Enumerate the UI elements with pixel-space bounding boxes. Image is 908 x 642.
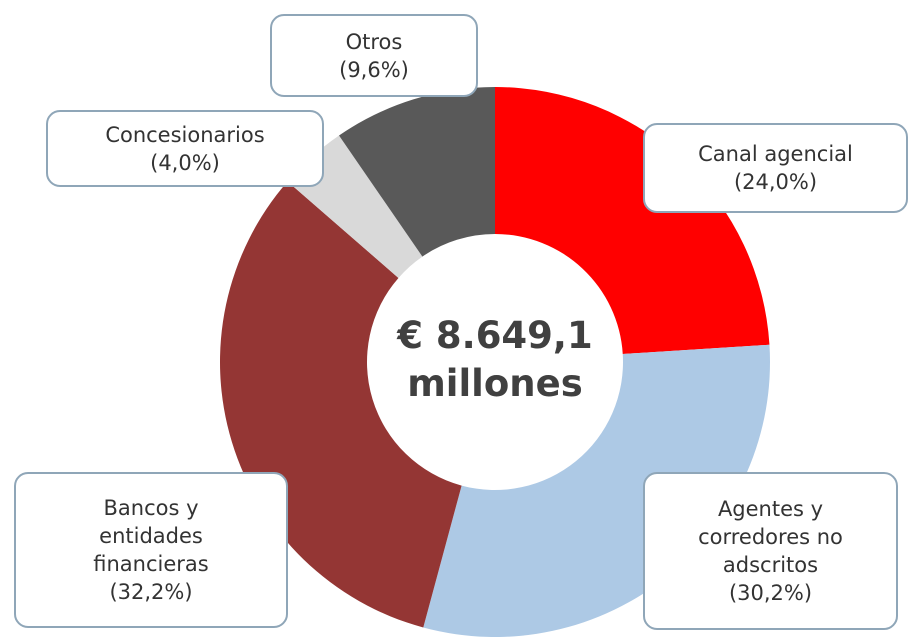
category-label: Canal agencial	[698, 142, 853, 166]
value-label: (30,2%)	[728, 581, 813, 605]
value-label: (32,2%)	[109, 580, 193, 604]
category-label: Bancos y entidades financieras	[93, 496, 209, 576]
category-label: Agentes y corredores no adscritos	[698, 497, 843, 577]
donut-segment	[339, 87, 495, 257]
value-label: (24,0%)	[733, 170, 818, 194]
label-box: Otros (9,6%)	[270, 14, 478, 97]
label-box: Agentes y corredores no adscritos (30,2%)	[643, 472, 898, 630]
center-label: € 8.649,1 millones	[397, 314, 593, 405]
category-label: Otros	[345, 29, 403, 54]
label-box: Bancos y entidades financieras (32,2%)	[14, 472, 288, 628]
category-label: Concesionarios	[105, 122, 265, 147]
donut-segment	[495, 87, 770, 354]
donut-segment	[423, 344, 770, 637]
label-box: Canal agencial (24,0%)	[643, 123, 908, 213]
value-label: (4,0%)	[150, 150, 220, 175]
label-box: Concesionarios (4,0%)	[46, 110, 324, 187]
value-label: (9,6%)	[339, 57, 409, 82]
